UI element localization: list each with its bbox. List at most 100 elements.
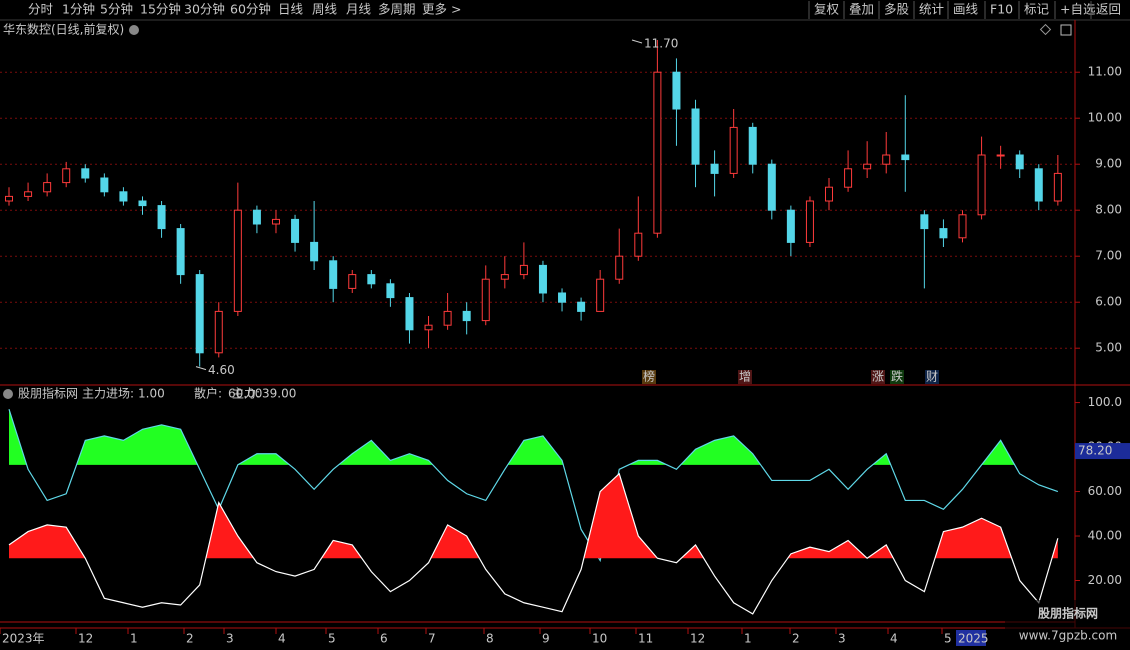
candle-body (252, 209, 261, 225)
candle-body (443, 310, 452, 326)
candle-body (691, 108, 700, 165)
event-tag-box[interactable] (642, 370, 656, 384)
toolbar-button[interactable]: 分时 (28, 2, 54, 17)
candle-body (767, 163, 776, 211)
date-label: 3 (226, 632, 234, 646)
candle-body (996, 154, 1005, 157)
toolbar-button[interactable]: 多周期 (378, 2, 416, 17)
date-label: 7 (428, 632, 436, 646)
y-tick-label: 7.00 (1095, 249, 1122, 263)
candle-body (920, 214, 929, 230)
candle-body (119, 191, 128, 202)
candle-body (863, 163, 872, 170)
candle-body (634, 232, 643, 257)
candle-body (24, 191, 33, 197)
event-tag-box[interactable] (738, 370, 752, 384)
candle-body (138, 200, 147, 207)
value-marker-label: 78.20 (1078, 444, 1112, 458)
candle-body (291, 218, 300, 243)
event-tag[interactable]: 榜 (643, 369, 655, 384)
date-label: 2025 (958, 632, 989, 646)
event-tag[interactable]: 涨 (872, 369, 884, 384)
candle-body (786, 209, 795, 243)
event-tag[interactable]: 增 (739, 370, 751, 384)
candle-body (805, 200, 814, 243)
toolbar-button[interactable]: 周线 (312, 2, 338, 17)
candle-body (519, 264, 528, 276)
candle-body (481, 278, 490, 322)
toolbar-button[interactable]: 月线 (346, 2, 372, 17)
date-label: 1 (130, 632, 138, 646)
toolbar (0, 0, 1130, 20)
y-tick-label: 9.00 (1095, 157, 1122, 171)
candle-body (100, 177, 109, 193)
date-label: 4 (278, 632, 286, 646)
legend-value: 39.00 (262, 387, 296, 401)
candle-body (271, 218, 280, 225)
candle-body (538, 264, 547, 294)
toolbar-button[interactable]: 复权 (814, 2, 840, 17)
event-tag[interactable]: 财 (926, 370, 938, 384)
toolbar-button[interactable]: 统计 (919, 2, 944, 17)
event-tag-box[interactable] (871, 370, 885, 384)
candle-body (424, 324, 433, 331)
annotation-arrow (195, 366, 207, 371)
legend-value: 60.00 (228, 387, 262, 401)
toolbar-button[interactable]: 多股 (884, 2, 910, 17)
window-icon[interactable] (1060, 24, 1072, 36)
toolbar-button[interactable]: 叠加 (849, 2, 874, 17)
candle-body (62, 168, 71, 184)
toolbar-button[interactable]: 60分钟 (230, 2, 271, 17)
y-tick-label: 6.00 (1095, 295, 1122, 309)
candle-body (825, 186, 834, 202)
toolbar-button[interactable]: 日线 (278, 2, 304, 17)
toolbar-button[interactable]: 返回 (1096, 2, 1121, 17)
title-menu-icon[interactable] (129, 25, 139, 35)
candle-body (844, 168, 853, 188)
toolbar-button[interactable]: +自选 (1060, 2, 1096, 17)
candle-body (329, 260, 338, 289)
candle-body (81, 168, 90, 179)
event-tag-box[interactable] (890, 370, 904, 384)
toolbar-button[interactable]: 标记 (1024, 2, 1050, 17)
date-label: 2 (186, 632, 194, 646)
candle-body (577, 301, 586, 312)
y-tick-label: 10.00 (1088, 111, 1122, 125)
toolbar-button[interactable]: 更多 > (422, 2, 461, 17)
y-tick-label: 20.00 (1088, 573, 1122, 587)
event-tag[interactable]: 跌 (891, 369, 903, 384)
candle-body (176, 228, 185, 276)
event-tag-box[interactable] (925, 370, 939, 384)
legend-signal-value: 1.00 (138, 387, 165, 401)
watermark-bg (1005, 600, 1130, 646)
y-tick-label: 11.00 (1088, 65, 1122, 79)
toolbar-button[interactable]: 画线 (953, 2, 979, 17)
candle-body (43, 182, 52, 193)
candle-body (653, 71, 662, 234)
y-tick-label: 40.00 (1088, 529, 1122, 543)
date-label: 12 (690, 632, 705, 646)
date-label: 10 (592, 632, 607, 646)
diamond-icon[interactable] (1039, 23, 1052, 36)
toolbar-button[interactable]: 30分钟 (184, 2, 225, 17)
toolbar-button[interactable]: 15分钟 (140, 2, 181, 17)
candle-body (939, 228, 948, 239)
candle-body (615, 255, 624, 280)
indicator-title: 股朋指标网 (18, 386, 78, 401)
candle-body (310, 241, 319, 262)
candle-body (500, 274, 509, 280)
toolbar-button[interactable]: 5分钟 (100, 2, 133, 17)
candle-body (5, 195, 13, 202)
toolbar-button[interactable]: 1分钟 (62, 2, 95, 17)
indicator-menu-icon[interactable] (3, 389, 13, 399)
candle-body (958, 214, 967, 239)
y-tick-label: 5.00 (1095, 341, 1122, 355)
toolbar-button[interactable]: F10 (990, 2, 1013, 17)
date-label: 2 (792, 632, 800, 646)
legend-name: 散户: (194, 386, 222, 401)
legend-signal-name: 主力进场: (82, 387, 134, 401)
candle-body (748, 126, 757, 165)
indicator-fill (9, 473, 1058, 559)
candle-body (195, 274, 204, 354)
